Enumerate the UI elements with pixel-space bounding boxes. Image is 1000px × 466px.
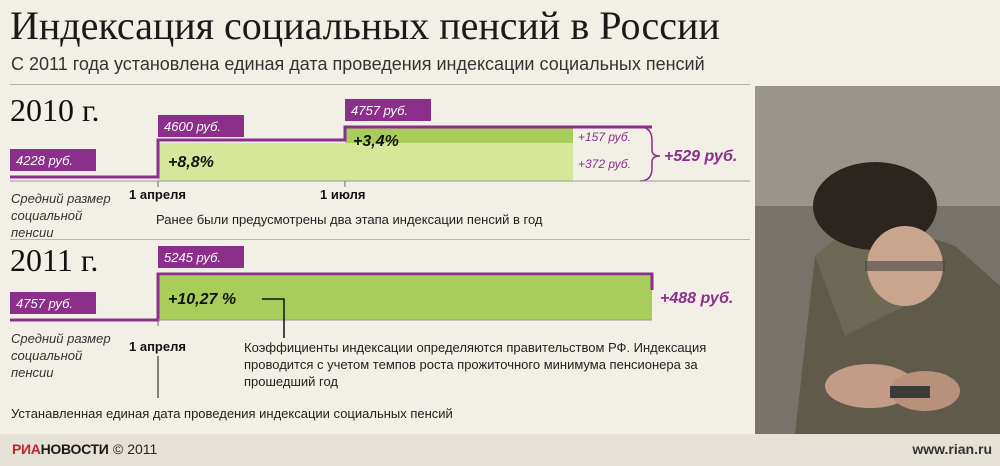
total-increase-2010: +529 руб.: [664, 148, 737, 165]
note-2011: Коэффициенты индексации определяются пра…: [244, 340, 707, 389]
pct-label-2010-april: +8,8%: [168, 154, 214, 171]
total-increase-2011: +488 руб.: [660, 290, 733, 307]
increments-bracket-2010: [639, 126, 661, 182]
bottom-note: Устанавленная единая дата проведения инд…: [11, 406, 453, 421]
area-2010-step2: [345, 128, 573, 143]
pct-label-2010-july: +3,4%: [353, 133, 399, 150]
year-2010-label: 2010 г.: [10, 92, 100, 128]
area-2011-step1: [158, 276, 652, 320]
note-leader-line: [262, 298, 285, 338]
avg-pension-label-2011: Средний размер социальной пенсии: [11, 331, 111, 380]
increment-label-2010-july: +157 руб.: [578, 130, 631, 144]
chart-2010: 4228 руб. 4600 руб. 4757 руб. +8,8% +3,4…: [10, 99, 750, 187]
avg-pension-label-2010: Средний размер социальной пенсии: [11, 191, 111, 240]
value-label-2010-start: 4228 руб.: [16, 153, 73, 168]
value-box-2011-start: [10, 292, 96, 314]
footer-bar: [0, 434, 1000, 466]
site-link[interactable]: www.rian.ru: [912, 441, 992, 457]
value-box-2010-april: [158, 115, 244, 137]
date-label-2010-july: 1 июля: [320, 187, 366, 202]
date-label-2011-april: 1 апреля: [129, 339, 186, 354]
value-label-2010-july: 4757 руб.: [351, 103, 408, 118]
indexation-chart: 4228 руб. 4600 руб. 4757 руб. +8,8% +3,4…: [10, 99, 750, 398]
chart-2011: 4757 руб. 5245 руб. +10,27 % +488 руб.: [10, 246, 733, 398]
photo-elderly-man: [755, 86, 1000, 434]
value-label-2010-april: 4600 руб.: [164, 119, 221, 134]
page-title: Индексация социальных пенсий в России: [10, 3, 720, 48]
year-2011-label: 2011 г.: [10, 242, 99, 278]
value-box-2010-july: [345, 99, 431, 121]
date-label-2010-april: 1 апреля: [129, 187, 186, 202]
increment-label-2010-april: +372 руб.: [578, 157, 631, 171]
pct-label-2011-april: +10,27 %: [168, 291, 236, 308]
note-2010: Ранее были предусмотрены два этапа индек…: [156, 212, 543, 227]
value-box-2010-start: [10, 149, 96, 171]
value-box-2011-april: [158, 246, 244, 268]
ria-novosti-logo: РИАНОВОСТИ: [12, 441, 109, 457]
divider-middle: [10, 239, 750, 240]
value-label-2011-april: 5245 руб.: [164, 250, 221, 265]
copyright: © 2011: [113, 441, 158, 457]
divider-top: [10, 84, 750, 85]
pensioner-photo-icon: [755, 86, 1000, 434]
page-subtitle: С 2011 года установлена единая дата пров…: [11, 54, 705, 74]
pension-line-2011: [10, 272, 654, 322]
value-label-2011-start: 4757 руб.: [16, 296, 73, 311]
area-2010-step1: [158, 143, 573, 181]
pension-line-2010: [10, 125, 652, 179]
